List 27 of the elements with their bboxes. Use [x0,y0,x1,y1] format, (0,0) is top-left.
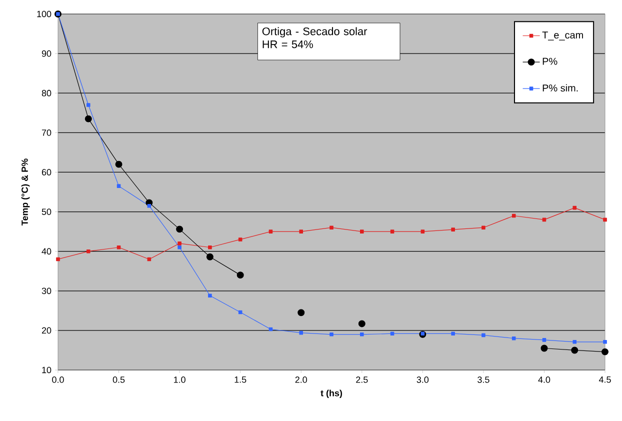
y-tick-label: 70 [42,129,52,136]
legend-label: P% [542,58,558,65]
x-tick-label: 2.5 [356,376,368,383]
x-tick-label: 1.5 [234,376,246,383]
x-tick-label: 3.5 [478,376,490,383]
y-tick-label: 80 [42,90,52,96]
y-tick-label: 60 [42,169,52,176]
y-tick-label: 20 [42,327,52,334]
y-tick-label: 30 [42,288,52,294]
x-tick-label: 0.0 [52,376,64,383]
x-tick-label: 4.0 [538,376,550,383]
y-tick-label: 50 [42,208,52,215]
y-axis-title: Temp (°C) & P% [21,158,30,226]
legend-label: T_e_cam [542,32,583,40]
x-tick-label: 3.0 [416,376,429,383]
x-tick-label: 1.0 [174,376,186,383]
x-tick-label: 0.5 [112,376,125,383]
x-axis-title: t (hs) [320,390,342,398]
annotation: Ortiga - Secado solar [262,27,368,38]
annotation: HR = 54% [262,40,313,48]
x-tick-label: 4.5 [598,376,611,383]
y-tick-label: 40 [42,248,52,255]
legend-label: P% sim. [542,84,578,92]
x-tick-label: 2.0 [295,376,307,383]
y-tick-label: 100 [37,10,52,18]
y-tick-label: 90 [42,50,52,57]
y-tick-label: 10 [42,366,52,374]
